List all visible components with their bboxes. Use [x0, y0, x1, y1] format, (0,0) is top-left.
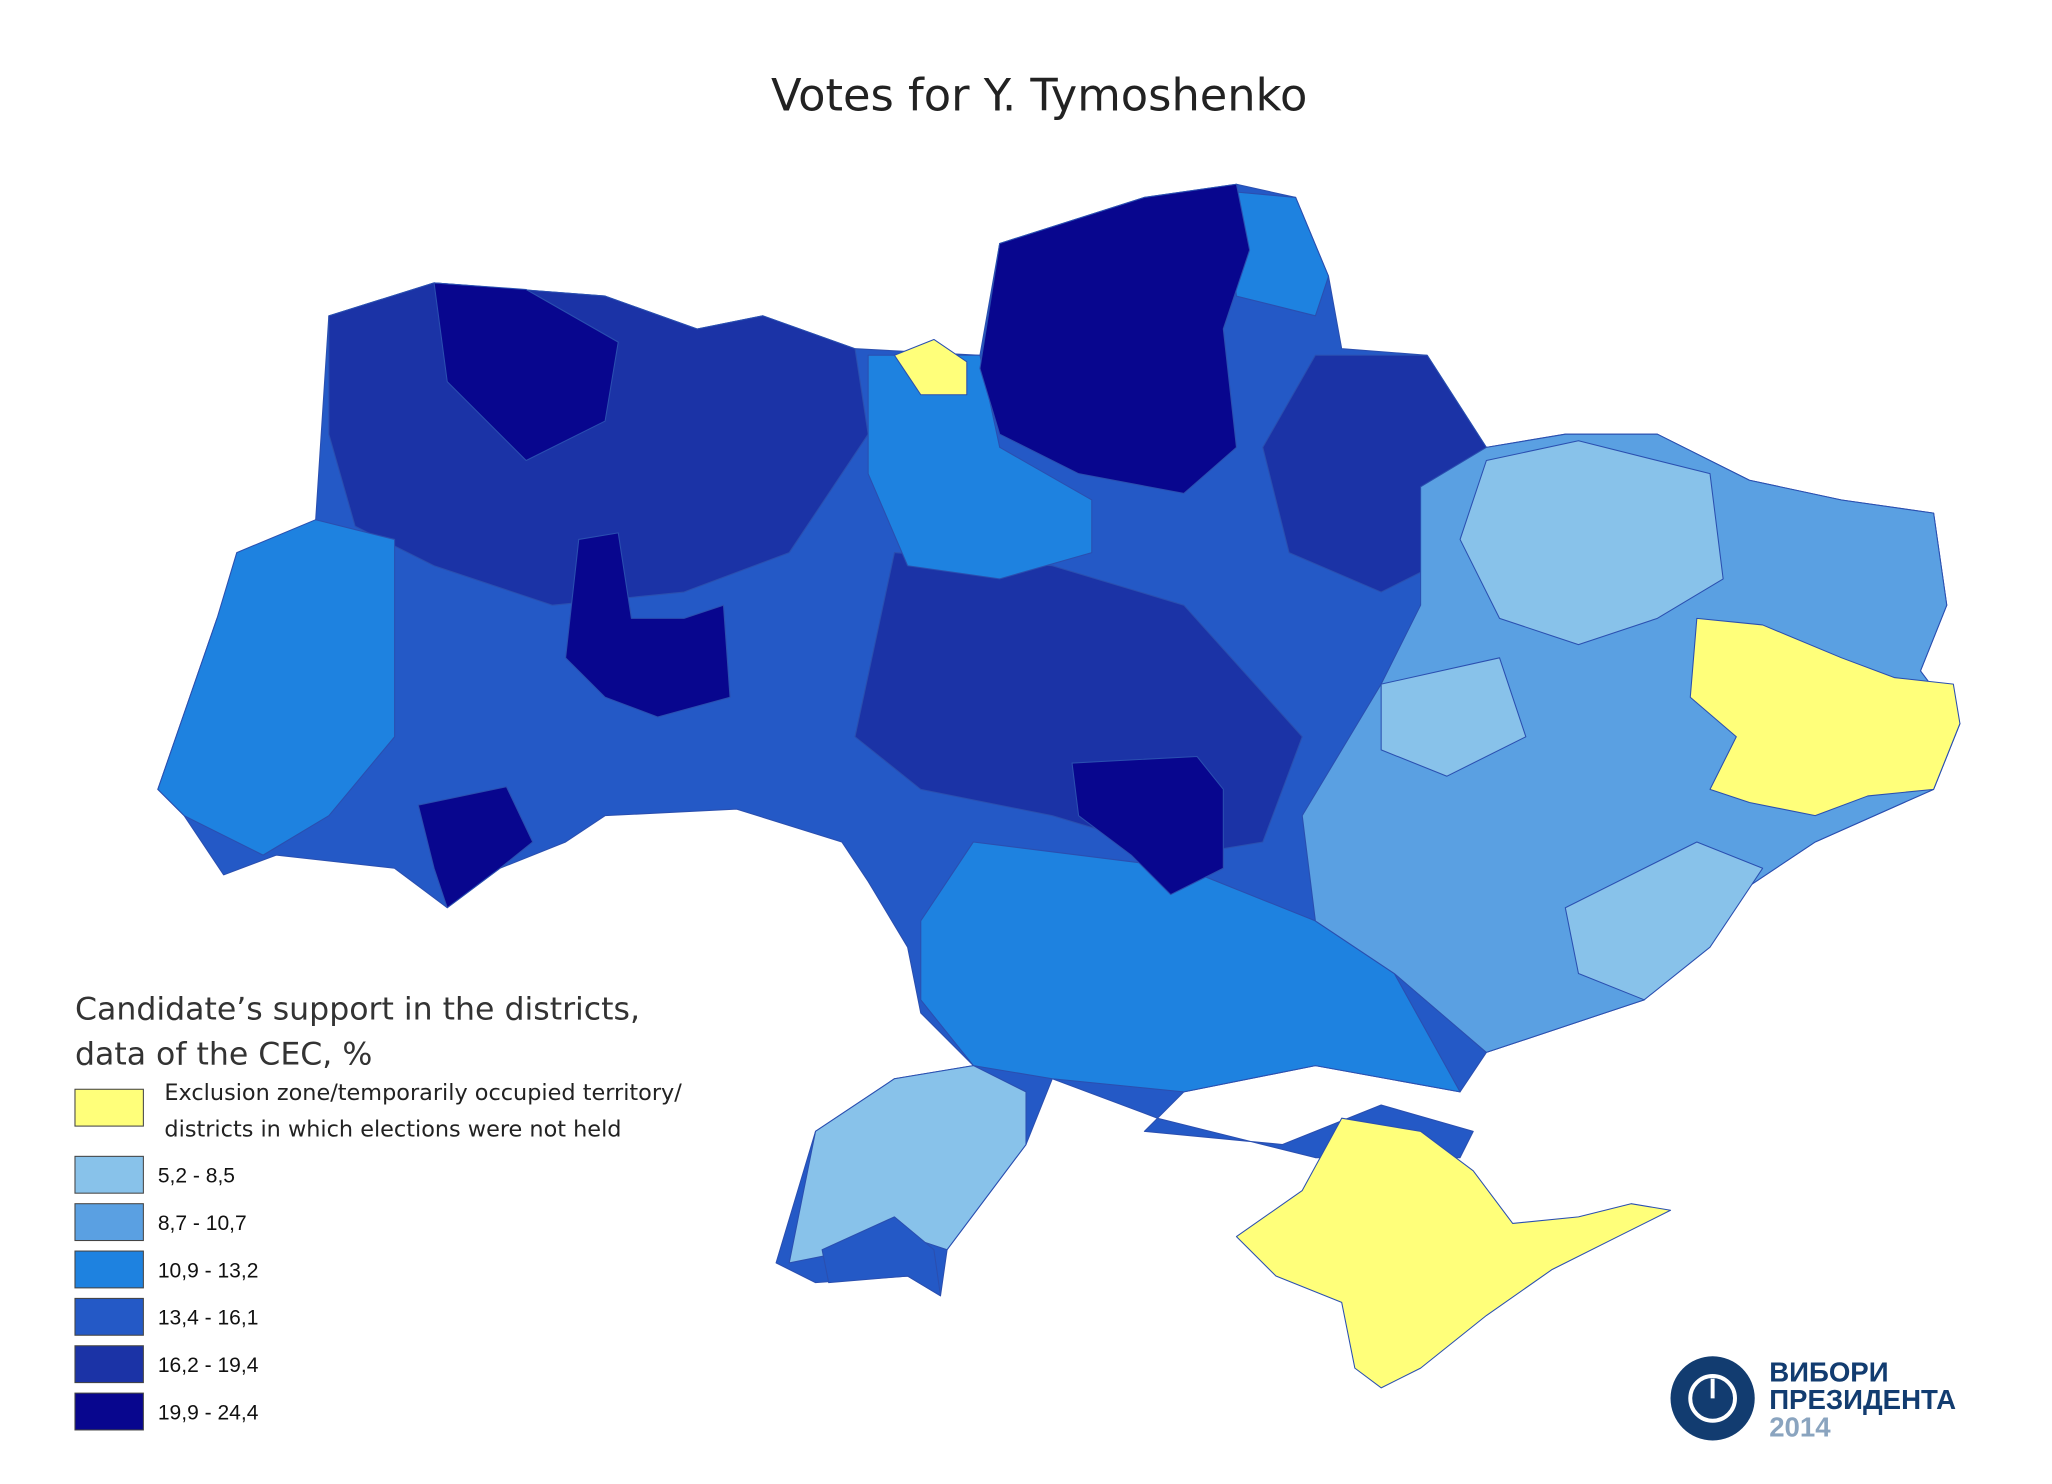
legend-swatch — [74, 1088, 144, 1127]
logo-year: 2014 — [1769, 1412, 1831, 1443]
region — [565, 532, 731, 718]
legend-label: 8,7 - 10,7 — [158, 1212, 247, 1235]
title: Votes for Y. Tymoshenko — [771, 69, 1307, 122]
legend-swatch — [74, 1250, 144, 1289]
logo-icon — [1688, 1374, 1737, 1423]
region — [1459, 440, 1724, 646]
region — [920, 841, 1461, 1093]
region — [979, 183, 1251, 494]
logo-text: ПРЕЗИДЕНТА — [1769, 1384, 1956, 1415]
legend-swatch — [74, 1297, 144, 1336]
legend: Exclusion zone/temporarily occupied terr… — [74, 1080, 682, 1431]
region — [1380, 657, 1527, 777]
region — [1071, 755, 1224, 896]
legend-label: 19,9 - 24,4 — [158, 1401, 259, 1424]
legend-title: Candidate’s support in the districts, — [75, 992, 640, 1028]
logo-text: ВИБОРИ — [1769, 1356, 1888, 1387]
legend-swatch — [74, 1345, 144, 1384]
legend-label: districts in which elections were not he… — [164, 1117, 621, 1143]
region — [433, 282, 619, 462]
legend-swatch — [74, 1155, 144, 1194]
region — [157, 519, 396, 856]
region — [417, 786, 534, 909]
legend-label: 16,2 - 19,4 — [158, 1354, 259, 1377]
legend-label: 10,9 - 13,2 — [158, 1259, 259, 1282]
map — [157, 183, 1961, 1389]
legend-label: 13,4 - 16,1 — [158, 1307, 259, 1330]
excluded-zone — [1235, 1117, 1672, 1389]
legend-label: Exclusion zone/temporarily occupied terr… — [164, 1080, 682, 1106]
legend-label: 5,2 - 8,5 — [158, 1165, 235, 1188]
logo: ВИБОРИ ПРЕЗИДЕНТА 2014 — [1670, 1356, 1956, 1443]
excluded-zone — [1689, 617, 1961, 817]
legend-title: data of the CEC, % — [75, 1036, 372, 1072]
legend-swatch — [74, 1203, 144, 1242]
legend-swatch — [74, 1392, 144, 1431]
region — [821, 1216, 942, 1297]
excluded-zone — [893, 338, 968, 396]
region — [788, 1065, 1027, 1264]
region — [1564, 841, 1764, 1001]
